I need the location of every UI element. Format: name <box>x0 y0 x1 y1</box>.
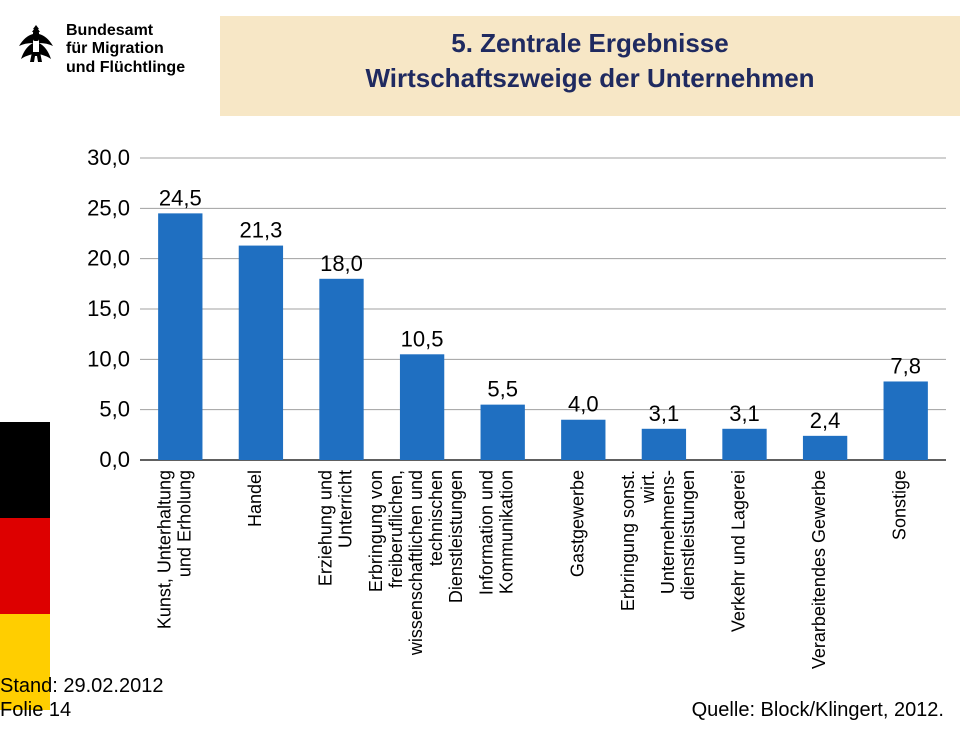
slide-number: Folie 14 <box>0 699 71 722</box>
bar <box>884 381 928 460</box>
x-category-label: Sonstige <box>890 470 910 540</box>
bar <box>561 420 605 460</box>
svg-text:0,0: 0,0 <box>99 447 130 472</box>
flag-red <box>0 518 50 614</box>
svg-text:5,0: 5,0 <box>99 397 130 422</box>
x-category-label: Erbringung sonst. <box>618 470 638 611</box>
bar <box>642 429 686 460</box>
x-category-label: Kunst, Unterhaltung <box>154 470 174 629</box>
svg-text:10,0: 10,0 <box>87 346 130 371</box>
bar-value-label: 21,3 <box>239 218 282 243</box>
x-category-label: Unterricht <box>336 470 356 548</box>
x-category-label: Verkehr und Lagerei <box>729 470 749 632</box>
x-category-label: Erbringung von <box>366 470 386 592</box>
bar <box>722 429 766 460</box>
agency-block: Bundesamt für Migration und Flüchtlinge <box>14 22 185 77</box>
x-category-label: freiberuflichen, <box>386 470 406 588</box>
x-category-label: Unternehmens- <box>658 470 678 594</box>
bar <box>158 213 202 460</box>
header: Bundesamt für Migration und Flüchtlinge … <box>0 0 960 120</box>
bar <box>803 436 847 460</box>
bar-value-label: 24,5 <box>159 185 202 210</box>
german-flag-stripe <box>0 422 50 710</box>
title-line-2: Wirtschaftszweige der Unternehmen <box>220 63 960 94</box>
bar-value-label: 3,1 <box>649 401 680 426</box>
title-line-1: 5. Zentrale Ergebnisse <box>220 28 960 59</box>
flag-black <box>0 422 50 518</box>
stand-date: Stand: 29.02.2012 <box>0 675 163 698</box>
x-category-label: wirt. <box>638 470 658 504</box>
bar-value-label: 10,5 <box>401 326 444 351</box>
bar-value-label: 4,0 <box>568 392 599 417</box>
x-category-label: Erziehung und <box>316 470 336 586</box>
x-category-label: Kommunikation <box>497 470 517 594</box>
bar <box>400 354 444 460</box>
source-citation: Quelle: Block/Klingert, 2012. <box>692 699 944 722</box>
x-category-label: Handel <box>245 470 265 527</box>
svg-text:20,0: 20,0 <box>87 246 130 271</box>
agency-line-2: für Migration <box>66 40 185 58</box>
x-category-label: wissenschaftlichen und <box>406 470 426 656</box>
x-category-label: Gastgewerbe <box>567 470 587 577</box>
bar <box>239 246 283 460</box>
agency-line-1: Bundesamt <box>66 22 185 40</box>
bar-chart: 0,0 5,0 10,0 15,0 20,0 25,0 30,0 24,5 21,3 18,0 10… <box>80 148 950 698</box>
x-category-label: Dienstleistungen <box>446 470 466 603</box>
svg-text:30,0: 30,0 <box>87 148 130 170</box>
agency-name: Bundesamt für Migration und Flüchtlinge <box>66 22 185 77</box>
bar <box>481 405 525 460</box>
x-category-label: technischen <box>426 470 446 566</box>
x-category-label: Information und <box>477 470 497 595</box>
x-category-label: Verarbeitendes Gewerbe <box>809 470 829 669</box>
bar-value-label: 18,0 <box>320 251 363 276</box>
federal-eagle-icon <box>14 22 58 66</box>
bar-value-label: 7,8 <box>890 353 921 378</box>
bar-chart-svg: 0,0 5,0 10,0 15,0 20,0 25,0 30,0 24,5 21,3 18,0 10… <box>80 148 950 698</box>
title-band: 5. Zentrale Ergebnisse Wirtschaftszweige… <box>220 16 960 116</box>
bar-value-label: 5,5 <box>487 377 518 402</box>
svg-text:25,0: 25,0 <box>87 195 130 220</box>
bar <box>319 279 363 460</box>
x-category-label: dienstleistungen <box>678 470 698 600</box>
x-category-label: und Erholung <box>174 470 194 577</box>
agency-line-3: und Flüchtlinge <box>66 59 185 77</box>
bar-value-label: 2,4 <box>810 408 841 433</box>
bar-value-label: 3,1 <box>729 401 760 426</box>
svg-text:15,0: 15,0 <box>87 296 130 321</box>
